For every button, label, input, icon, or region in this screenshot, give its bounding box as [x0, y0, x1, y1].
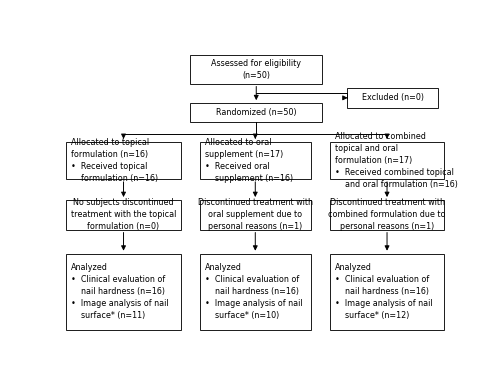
FancyBboxPatch shape	[66, 200, 180, 230]
FancyBboxPatch shape	[348, 88, 438, 108]
Text: Allocated to oral
supplement (n=17)
•  Received oral
    supplement (n=16): Allocated to oral supplement (n=17) • Re…	[205, 138, 293, 183]
FancyBboxPatch shape	[200, 200, 310, 230]
FancyBboxPatch shape	[190, 103, 322, 122]
FancyBboxPatch shape	[66, 253, 180, 330]
FancyBboxPatch shape	[66, 142, 180, 179]
Text: Allocated to topical
formulation (n=16)
•  Received topical
    formulation (n=1: Allocated to topical formulation (n=16) …	[72, 138, 158, 183]
Text: Discontinued treatment with
combined formulation due to
personal reasons (n=1): Discontinued treatment with combined for…	[328, 198, 446, 231]
Text: No subjects discontinued
treatment with the topical
formulation (n=0): No subjects discontinued treatment with …	[71, 198, 176, 231]
Text: Analyzed
•  Clinical evaluation of
    nail hardness (n=16)
•  Image analysis of: Analyzed • Clinical evaluation of nail h…	[335, 263, 432, 320]
Text: Excluded (n=0): Excluded (n=0)	[362, 93, 424, 102]
FancyBboxPatch shape	[330, 253, 444, 330]
Text: Assessed for eligibility
(n=50): Assessed for eligibility (n=50)	[211, 59, 301, 80]
FancyBboxPatch shape	[200, 253, 310, 330]
FancyBboxPatch shape	[200, 142, 310, 179]
Text: Discontinued treatment with
oral supplement due to
personal reasons (n=1): Discontinued treatment with oral supplem…	[198, 198, 313, 231]
FancyBboxPatch shape	[330, 200, 444, 230]
Text: Randomized (n=50): Randomized (n=50)	[216, 108, 296, 117]
Text: Analyzed
•  Clinical evaluation of
    nail hardness (n=16)
•  Image analysis of: Analyzed • Clinical evaluation of nail h…	[72, 263, 169, 320]
FancyBboxPatch shape	[330, 142, 444, 179]
FancyBboxPatch shape	[190, 55, 322, 84]
Text: Analyzed
•  Clinical evaluation of
    nail hardness (n=16)
•  Image analysis of: Analyzed • Clinical evaluation of nail h…	[205, 263, 302, 320]
Text: Allocated to combined
topical and oral
formulation (n=17)
•  Received combined t: Allocated to combined topical and oral f…	[335, 132, 458, 189]
